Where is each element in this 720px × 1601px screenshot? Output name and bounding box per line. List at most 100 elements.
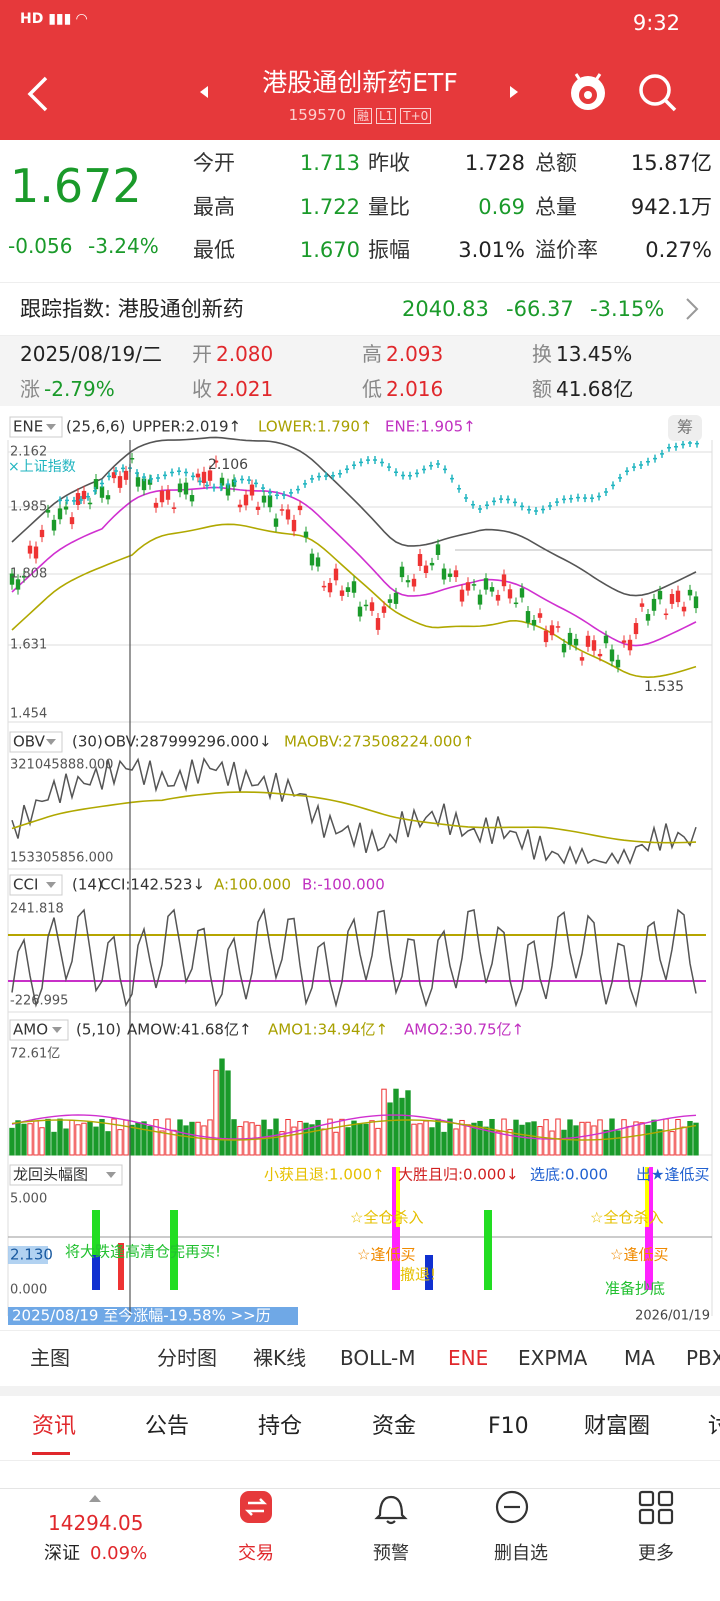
volume-bar [165, 1118, 171, 1156]
candle-body [129, 458, 135, 460]
candle-body [141, 478, 147, 491]
chart-area: ENE (25,6,6) UPPER:2.019↑ LOWER:1.790↑ ENE:1… [7, 415, 713, 1325]
status-time: 9:32 [632, 11, 680, 35]
index-mark [240, 475, 244, 484]
volume-bar [561, 1129, 567, 1156]
chevron[interactable] [684, 297, 700, 321]
bar-label: 涨 [20, 377, 40, 401]
volume-bar [69, 1119, 75, 1156]
news-tab[interactable]: 讨 [708, 1414, 720, 1439]
indicator-selector[interactable] [9, 874, 63, 896]
search-icon[interactable] [639, 74, 677, 112]
volume-bar [603, 1129, 609, 1156]
indicator-selector[interactable] [9, 1019, 69, 1041]
index-value[interactable]: 14294.05 [48, 1511, 144, 1535]
volume-bar [303, 1122, 309, 1156]
candle-body [657, 590, 663, 600]
candle-body [255, 506, 261, 510]
candle-body [543, 630, 549, 643]
index-mark [450, 474, 454, 483]
indicator-tab[interactable]: EXPMA [518, 1346, 588, 1370]
candle-body [579, 657, 585, 661]
index-mark [135, 469, 139, 478]
candle-body [465, 582, 471, 591]
volume-bar [237, 1125, 243, 1156]
index-mark [457, 484, 461, 493]
candle-body [315, 557, 321, 567]
candle-body [87, 502, 93, 505]
field-value: 1.722 [299, 195, 360, 219]
volume-bar [633, 1121, 639, 1156]
news-tab[interactable]: F10 [488, 1414, 529, 1439]
nav-item[interactable]: 预警 [373, 1543, 409, 1564]
index-mark [100, 479, 104, 488]
volume-bar [267, 1129, 273, 1156]
volume-bar [45, 1118, 51, 1156]
back-button[interactable] [27, 76, 48, 112]
indicator-tab[interactable]: PBX [686, 1346, 720, 1370]
news-tab[interactable]: 持仓 [258, 1414, 303, 1439]
candle-body [429, 562, 435, 566]
indicator-selector[interactable] [9, 1164, 123, 1186]
index-mark [604, 488, 608, 497]
indicator-tab[interactable]: MA [624, 1346, 655, 1370]
volume-bar [393, 1088, 399, 1156]
next-button[interactable] [510, 86, 518, 98]
bar-info: 2025/08/19/二 开 2.080 高 2.093 换 13.45% 涨 -2.79% 收… [0, 336, 720, 406]
indicator-tab[interactable]: ENE [448, 1346, 489, 1370]
volume-bar [219, 1058, 225, 1156]
candle-body [681, 606, 687, 612]
panel-text: AMO1:34.94亿↑ [268, 1021, 388, 1039]
mascot-icon[interactable] [571, 73, 605, 110]
indicator-line [11, 436, 697, 597]
indicator-selector[interactable] [9, 731, 63, 753]
indicator-tab[interactable]: 裸K线 [253, 1346, 307, 1370]
index-mark [443, 465, 447, 474]
volume-bar [669, 1131, 675, 1156]
index-mark [93, 486, 97, 495]
panel-text: 大胜且归:0.000↓ [398, 1166, 519, 1184]
indicator-selector[interactable] [9, 416, 63, 438]
indicator-tab[interactable]: 主图 [30, 1346, 70, 1370]
volume-bar [15, 1120, 21, 1156]
tracking-change-pct: -3.15% [590, 297, 665, 321]
candle-body [399, 566, 405, 578]
index-mark [506, 495, 510, 504]
candle-body [627, 639, 633, 651]
candle-body [27, 545, 33, 554]
index-mark [359, 458, 363, 467]
news-tabs: 资讯 公告 持仓 资金 F10 财富圈 讨 [0, 1396, 720, 1461]
indicator-tab[interactable]: 分时图 [157, 1346, 217, 1370]
nav-item[interactable]: 更多 [638, 1543, 674, 1564]
news-tab[interactable]: 财富圈 [584, 1414, 651, 1439]
volume-bar [339, 1118, 345, 1156]
volume-bar [21, 1123, 27, 1156]
candle-body [423, 565, 429, 574]
volume-bar [681, 1126, 687, 1156]
index-mark [254, 479, 258, 488]
nav-item[interactable]: 交易 [238, 1543, 274, 1564]
volume-bar [159, 1130, 165, 1156]
subtitle: 159570 融 L1 T+0 [0, 108, 720, 124]
index-name: 深证 [44, 1543, 80, 1564]
volume-bar [687, 1121, 693, 1156]
prev-button[interactable] [200, 86, 208, 98]
candle-body [507, 589, 513, 599]
candle-body [195, 473, 201, 478]
change-pct: -3.24% [88, 234, 159, 258]
panel-text: OBV [13, 733, 46, 751]
volume-bar [321, 1128, 327, 1156]
panel-text: (25,6,6) [66, 418, 125, 436]
indicator-tab[interactable]: BOLL-M [340, 1346, 416, 1370]
news-tab[interactable]: 资金 [372, 1414, 417, 1439]
field-value: 15.87亿 [630, 151, 712, 175]
chip-button[interactable] [668, 415, 702, 441]
candle-body [417, 554, 423, 566]
news-tab[interactable]: 公告 [145, 1414, 190, 1439]
volume-bar [315, 1119, 321, 1156]
news-tab[interactable]: 资讯 [32, 1414, 77, 1439]
nav-item[interactable]: 删自选 [494, 1543, 548, 1564]
index-mark [394, 468, 398, 477]
index-mark [205, 481, 209, 490]
volume-bar [327, 1118, 333, 1156]
